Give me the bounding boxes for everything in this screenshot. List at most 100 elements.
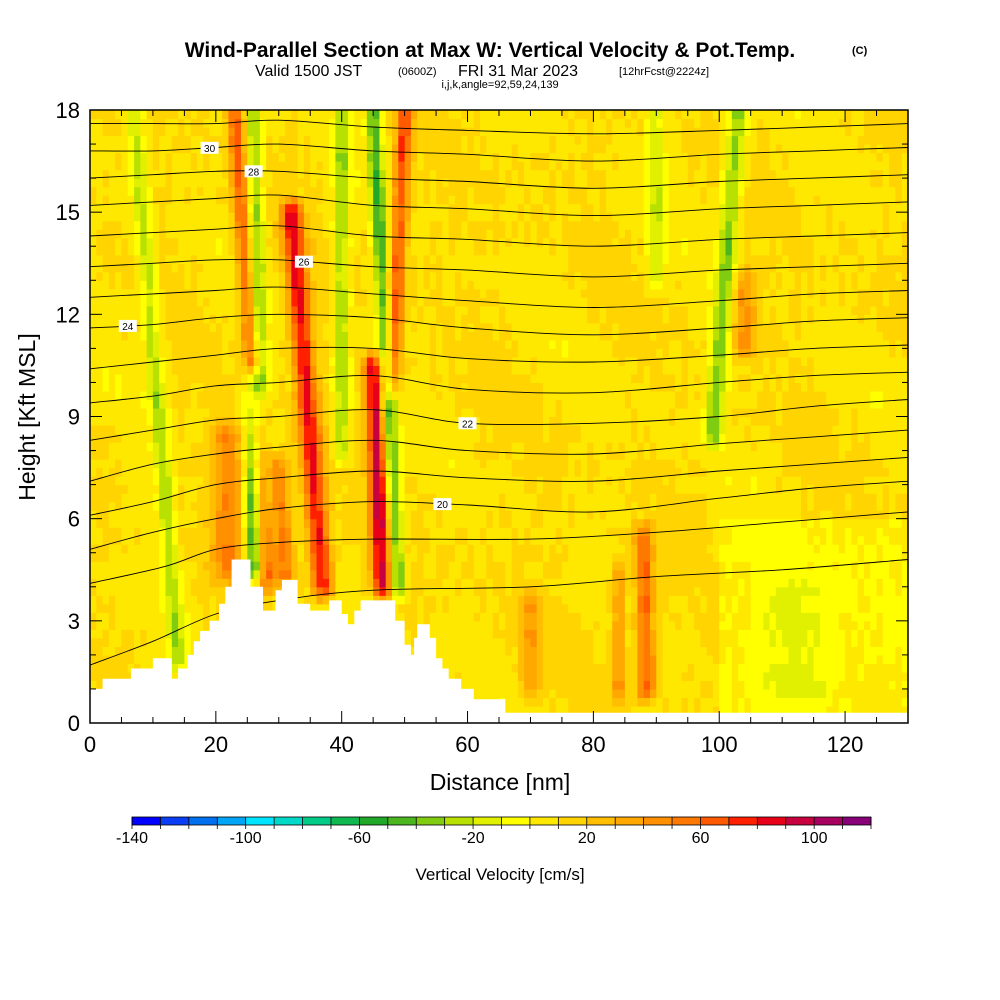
velocity-cell — [134, 578, 141, 588]
velocity-cell — [429, 322, 437, 332]
velocity-cell — [322, 527, 330, 537]
velocity-cell — [423, 314, 431, 324]
velocity-cell — [360, 450, 368, 460]
velocity-cell — [127, 603, 135, 613]
velocity-cell — [171, 510, 179, 520]
velocity-cell — [146, 663, 154, 673]
velocity-cell — [341, 382, 349, 392]
velocity-cell — [417, 305, 425, 315]
velocity-cell — [385, 382, 393, 392]
velocity-cell — [505, 595, 513, 605]
velocity-cell — [121, 135, 129, 145]
velocity-cell — [492, 629, 500, 639]
velocity-cell — [467, 535, 475, 545]
velocity-cell — [165, 603, 173, 613]
velocity-cell — [329, 314, 336, 324]
velocity-cell — [385, 229, 393, 239]
velocity-cell — [146, 178, 154, 188]
velocity-cell — [253, 339, 261, 349]
velocity-cell — [448, 220, 456, 230]
velocity-cell — [480, 237, 488, 247]
velocity-cell — [209, 442, 217, 452]
velocity-cell — [121, 433, 129, 443]
velocity-cell — [480, 646, 488, 656]
velocity-cell — [259, 314, 267, 324]
velocity-cell — [96, 433, 104, 443]
velocity-cell — [322, 314, 330, 324]
velocity-cell — [486, 356, 494, 367]
velocity-cell — [486, 322, 494, 332]
velocity-cell — [241, 527, 248, 537]
velocity-cell — [436, 161, 443, 171]
velocity-cell — [134, 271, 141, 281]
velocity-cell — [366, 212, 374, 222]
velocity-cell — [486, 271, 494, 281]
velocity-cell — [102, 203, 110, 213]
velocity-cell — [410, 246, 418, 256]
velocity-cell — [492, 382, 500, 392]
velocity-cell — [392, 425, 399, 435]
velocity-cell — [373, 356, 381, 367]
velocity-cell — [297, 433, 305, 443]
velocity-cell — [209, 535, 217, 545]
velocity-cell — [473, 373, 481, 384]
velocity-cell — [96, 186, 104, 196]
velocity-cell — [165, 356, 173, 367]
velocity-cell — [247, 110, 255, 120]
velocity-cell — [360, 135, 368, 145]
velocity-cell — [329, 322, 336, 332]
velocity-cell — [234, 110, 242, 120]
velocity-cell — [140, 373, 148, 384]
velocity-cell — [247, 425, 255, 435]
velocity-cell — [278, 203, 286, 213]
velocity-cell — [140, 297, 148, 307]
velocity-cell — [171, 552, 179, 562]
velocity-cell — [511, 399, 519, 409]
velocity-cell — [310, 246, 318, 256]
velocity-cell — [511, 680, 519, 690]
velocity-cell — [159, 178, 167, 188]
velocity-cell — [134, 297, 141, 307]
velocity-cell — [423, 229, 431, 239]
velocity-cell — [347, 305, 355, 315]
velocity-cell — [436, 254, 443, 264]
velocity-cell — [492, 620, 500, 630]
velocity-cell — [492, 535, 500, 545]
velocity-cell — [354, 390, 362, 401]
velocity-cell — [423, 407, 431, 418]
velocity-cell — [423, 552, 431, 562]
velocity-cell — [373, 493, 381, 503]
velocity-cell — [322, 263, 330, 273]
velocity-cell — [505, 186, 513, 196]
velocity-cell — [115, 433, 123, 443]
velocity-cell — [404, 297, 412, 307]
velocity-cell — [190, 118, 198, 128]
velocity-cell — [436, 280, 443, 290]
velocity-cell — [417, 127, 425, 137]
velocity-cell — [461, 356, 469, 367]
velocity-cell — [190, 552, 198, 562]
velocity-cell — [127, 442, 135, 452]
velocity-cell — [140, 603, 148, 613]
velocity-cell — [505, 578, 513, 588]
velocity-cell — [461, 476, 469, 486]
velocity-cell — [480, 229, 488, 239]
velocity-cell — [247, 288, 255, 298]
velocity-cell — [354, 288, 362, 298]
velocity-cell — [442, 510, 450, 520]
velocity-cell — [524, 620, 532, 630]
velocity-cell — [448, 416, 456, 426]
velocity-cell — [278, 356, 286, 367]
velocity-cell — [467, 237, 475, 247]
velocity-cell — [473, 212, 481, 222]
velocity-cell — [222, 373, 230, 384]
velocity-cell — [190, 569, 198, 579]
velocity-cell — [266, 510, 274, 520]
velocity-cell — [228, 271, 236, 281]
velocity-cell — [499, 348, 506, 358]
velocity-cell — [454, 212, 462, 222]
velocity-cell — [190, 450, 198, 460]
velocity-cell — [354, 212, 362, 222]
velocity-cell — [436, 186, 443, 196]
velocity-cell — [473, 586, 481, 596]
